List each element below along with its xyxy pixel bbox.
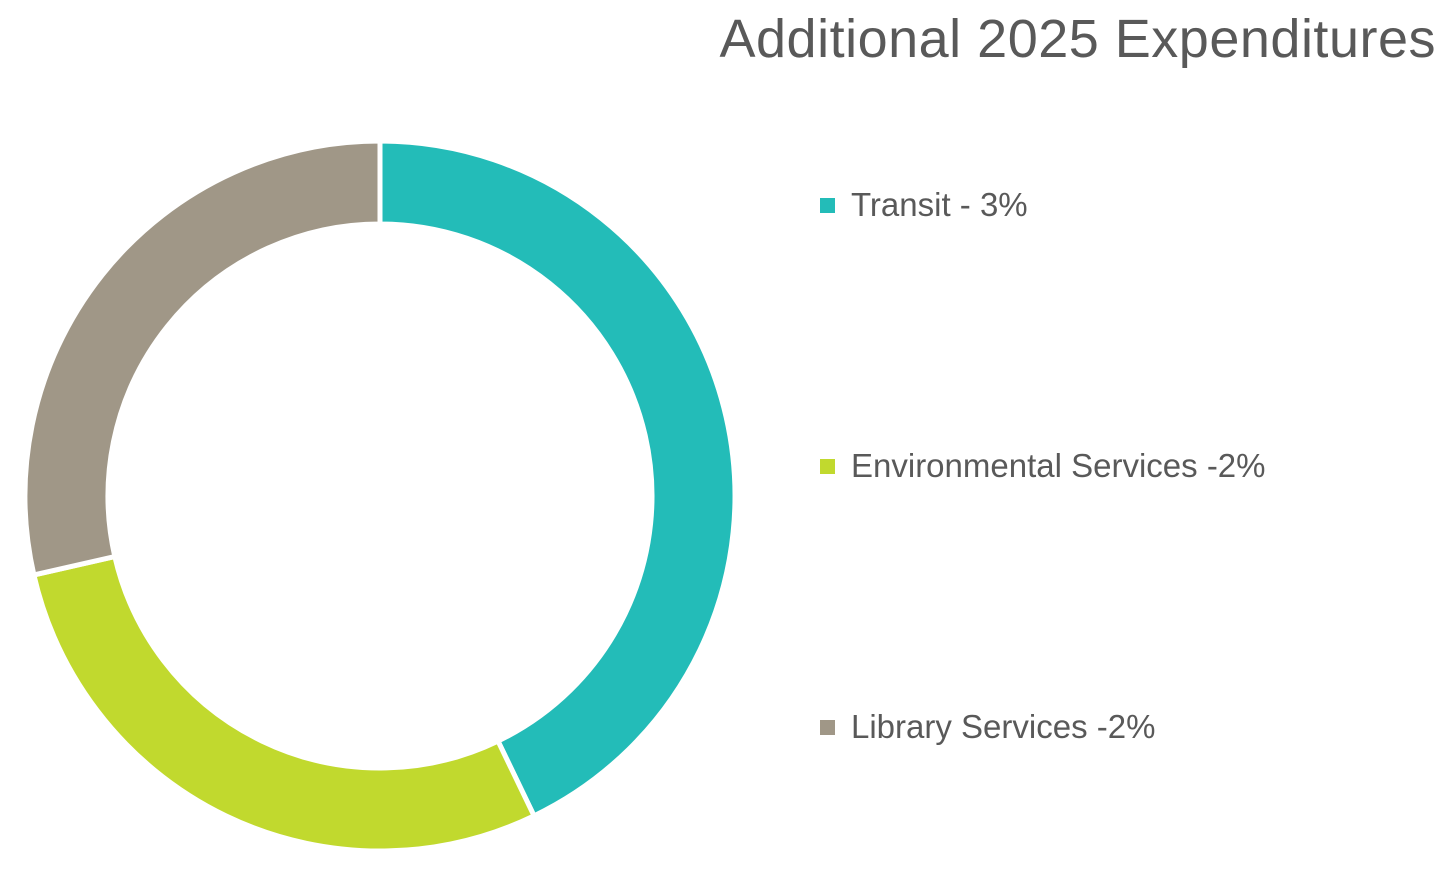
legend-label-transit: Transit - 3%	[851, 186, 1028, 223]
legend-item-library-services: Library Services -2%	[820, 708, 1155, 746]
donut-slice-library-services	[22, 138, 383, 578]
legend-swatch-library-services	[820, 719, 835, 735]
legend-swatch-environmental-services	[820, 458, 835, 474]
legend-label-library-services: Library Services -2%	[851, 708, 1156, 745]
donut-slice-transit	[377, 138, 738, 820]
legend-swatch-transit	[820, 197, 835, 213]
legend-label-environmental-services: Environmental Services -2%	[851, 447, 1266, 484]
legend-item-transit: Transit - 3%	[820, 186, 1028, 224]
legend-item-environmental-services: Environmental Services -2%	[820, 447, 1266, 485]
donut-chart	[22, 138, 738, 854]
donut-slice-environmental-services	[30, 553, 538, 854]
chart-title: Additional 2025 Expenditures	[719, 9, 1436, 69]
